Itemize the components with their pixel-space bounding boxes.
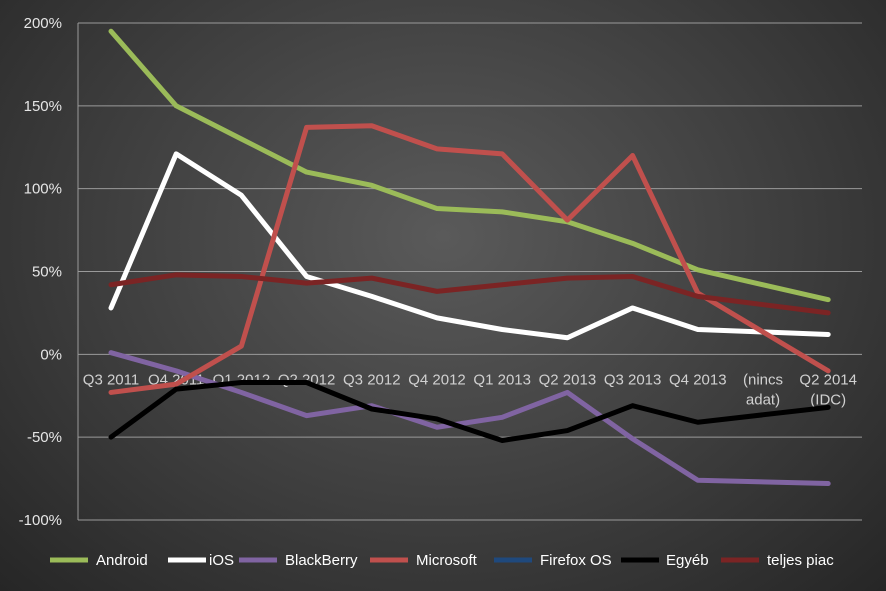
x-tick-label: Q3 2012 [343,371,401,388]
y-tick-label: 0% [40,346,62,363]
legend-label: Microsoft [416,552,478,569]
series-lines [108,28,831,487]
legend: Android iOS BlackBerry Microsoft Firefox OS E… [50,552,834,569]
y-tick-label: -50% [27,429,62,446]
legend-item: Android [50,552,148,569]
legend-label: Android [96,552,148,569]
series-line-ios [108,151,831,341]
series-line-android [108,28,831,303]
y-tick-label: -100% [19,512,62,529]
legend-item: BlackBerry [239,552,358,569]
legend-item: teljes piac [721,552,834,569]
legend-label: iOS [209,552,234,569]
series-line-microsoft [108,123,831,395]
legend-label: Egyéb [666,552,709,569]
x-tick-label: Q1 2013 [473,371,531,388]
y-tick-label: 150% [24,98,62,115]
y-tick-label: 50% [32,264,62,281]
x-tick-label: (nincs adat) [743,371,783,408]
legend-label: Firefox OS [540,552,612,569]
x-tick-label: Q2 2012 [278,371,336,388]
x-tick-label: Q2 2013 [539,371,597,388]
legend-label: teljes piac [767,552,834,569]
y-axis-tick-labels: -100% -50% 0% 50% 100% 150% 200% [19,15,62,529]
x-tick-label: Q2 2014 (IDC) [799,371,857,408]
x-tick-label: Q4 2012 [408,371,466,388]
series-line-teljes-piac [108,272,831,316]
legend-label: BlackBerry [285,552,358,569]
legend-item: Egyéb [621,552,709,569]
y-tick-label: 200% [24,15,62,32]
y-tick-label: 100% [24,181,62,198]
legend-item: Firefox OS [494,552,612,569]
legend-item: Microsoft [370,552,478,569]
x-tick-label: Q4 2013 [669,371,727,388]
x-tick-label: Q3 2013 [604,371,662,388]
series-line-egyéb [108,379,831,443]
gridlines [77,22,862,521]
legend-item: iOS [168,552,234,569]
x-tick-label: Q3 2011 [83,371,139,388]
